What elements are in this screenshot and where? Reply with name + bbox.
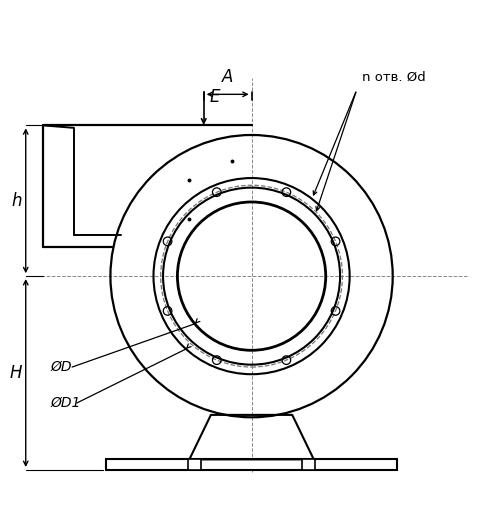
Text: A: A (222, 68, 233, 86)
Text: h: h (11, 192, 21, 210)
Bar (106, 460, 397, 470)
Text: ØD: ØD (51, 360, 72, 374)
Text: H: H (10, 364, 22, 382)
Text: n отв. Ød: n отв. Ød (362, 71, 425, 84)
Bar (188, 460, 201, 470)
Bar (302, 460, 315, 470)
Text: E: E (210, 88, 220, 106)
Text: ØD1: ØD1 (51, 396, 81, 410)
